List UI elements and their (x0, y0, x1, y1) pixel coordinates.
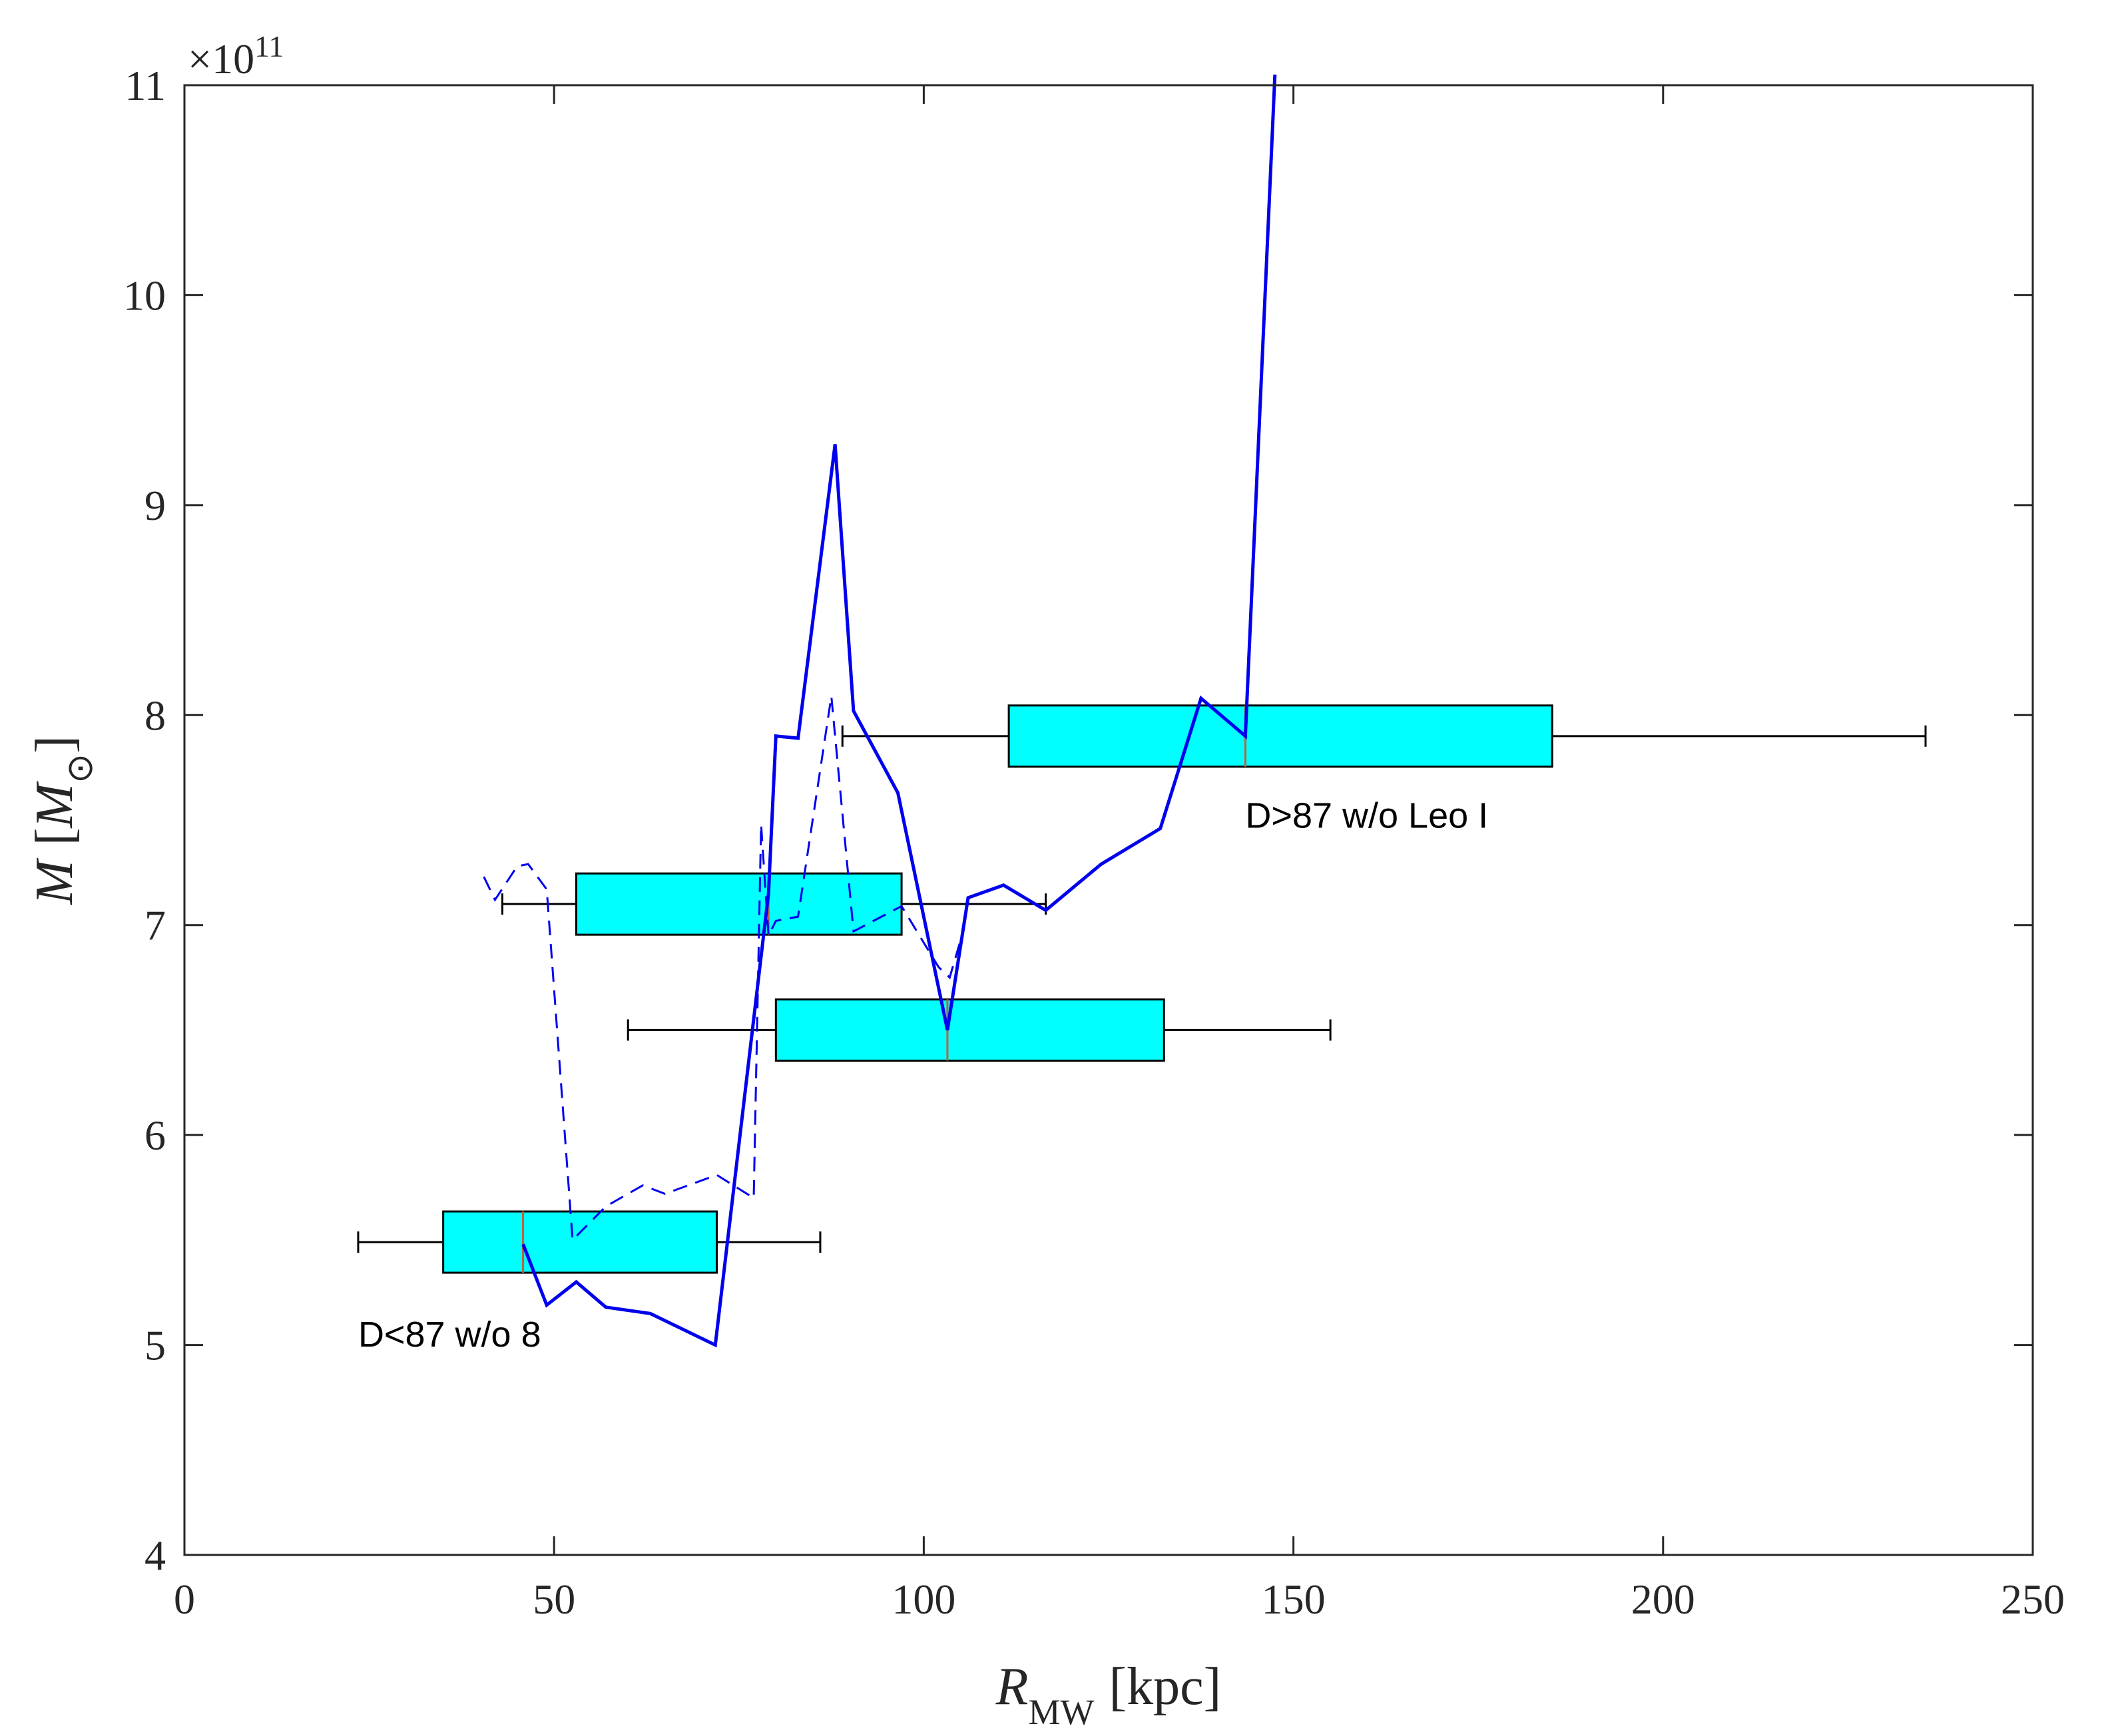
y-tick-label: 4 (144, 1532, 166, 1579)
box-plot-4 (841, 704, 1927, 768)
y-tick-label: 8 (144, 692, 166, 739)
series-line-solid (521, 75, 1277, 1348)
box-iqr (575, 872, 903, 936)
y-label-unit-variable: M (25, 781, 84, 829)
plot-frame (183, 84, 2034, 1556)
y-label-close-bracket: ] (25, 736, 84, 754)
y-tick-label: 6 (144, 1112, 166, 1159)
x-axis-label: RMW [kpc] (995, 1657, 1222, 1732)
y-multiplier-base: ×10 (188, 35, 254, 83)
y-tick-label: 10 (123, 272, 166, 319)
x-tick-label: 100 (892, 1576, 955, 1623)
annotation-2: D>87 w/o Leo I (1245, 796, 1488, 836)
x-label-subscript: MW (1029, 1692, 1095, 1732)
y-label-subscript: ⊙ (60, 754, 100, 783)
x-label-variable: R (995, 1657, 1029, 1716)
tick-labels: 0 50 100 150 200 250 4 5 6 7 8 9 10 11 (123, 62, 2065, 1623)
plot-content: D<87 w/o 8 D>87 w/o Leo I (357, 75, 1927, 1355)
box-plot-1 (357, 1210, 822, 1274)
box-plot-3 (627, 998, 1332, 1062)
x-tick-label: 150 (1262, 1576, 1326, 1623)
annotation-1: D<87 w/o 8 (358, 1315, 541, 1355)
box-iqr (1007, 704, 1553, 768)
y-label-open-bracket: [ (25, 828, 84, 846)
y-tick-label: 7 (144, 902, 166, 949)
series-line-dashed (483, 696, 962, 1243)
box-iqr (774, 998, 1165, 1062)
x-tick-label: 50 (533, 1576, 575, 1623)
y-axis-multiplier: ×1011 (188, 29, 284, 83)
x-tick-label: 0 (174, 1576, 195, 1623)
axis-ticks (183, 84, 2034, 1556)
box-plot-2 (501, 872, 1047, 936)
y-label-variable: M (25, 857, 84, 905)
y-axis-label: M[M⊙] (25, 736, 100, 905)
x-label-unit: [kpc] (1109, 1657, 1222, 1716)
x-tick-label: 250 (2001, 1576, 2065, 1623)
y-multiplier-exponent: 11 (254, 29, 284, 63)
y-tick-label: 9 (144, 482, 166, 529)
box-iqr (442, 1210, 718, 1274)
y-tick-label: 5 (144, 1322, 166, 1369)
y-tick-label: 11 (125, 62, 166, 109)
x-tick-label: 200 (1631, 1576, 1695, 1623)
